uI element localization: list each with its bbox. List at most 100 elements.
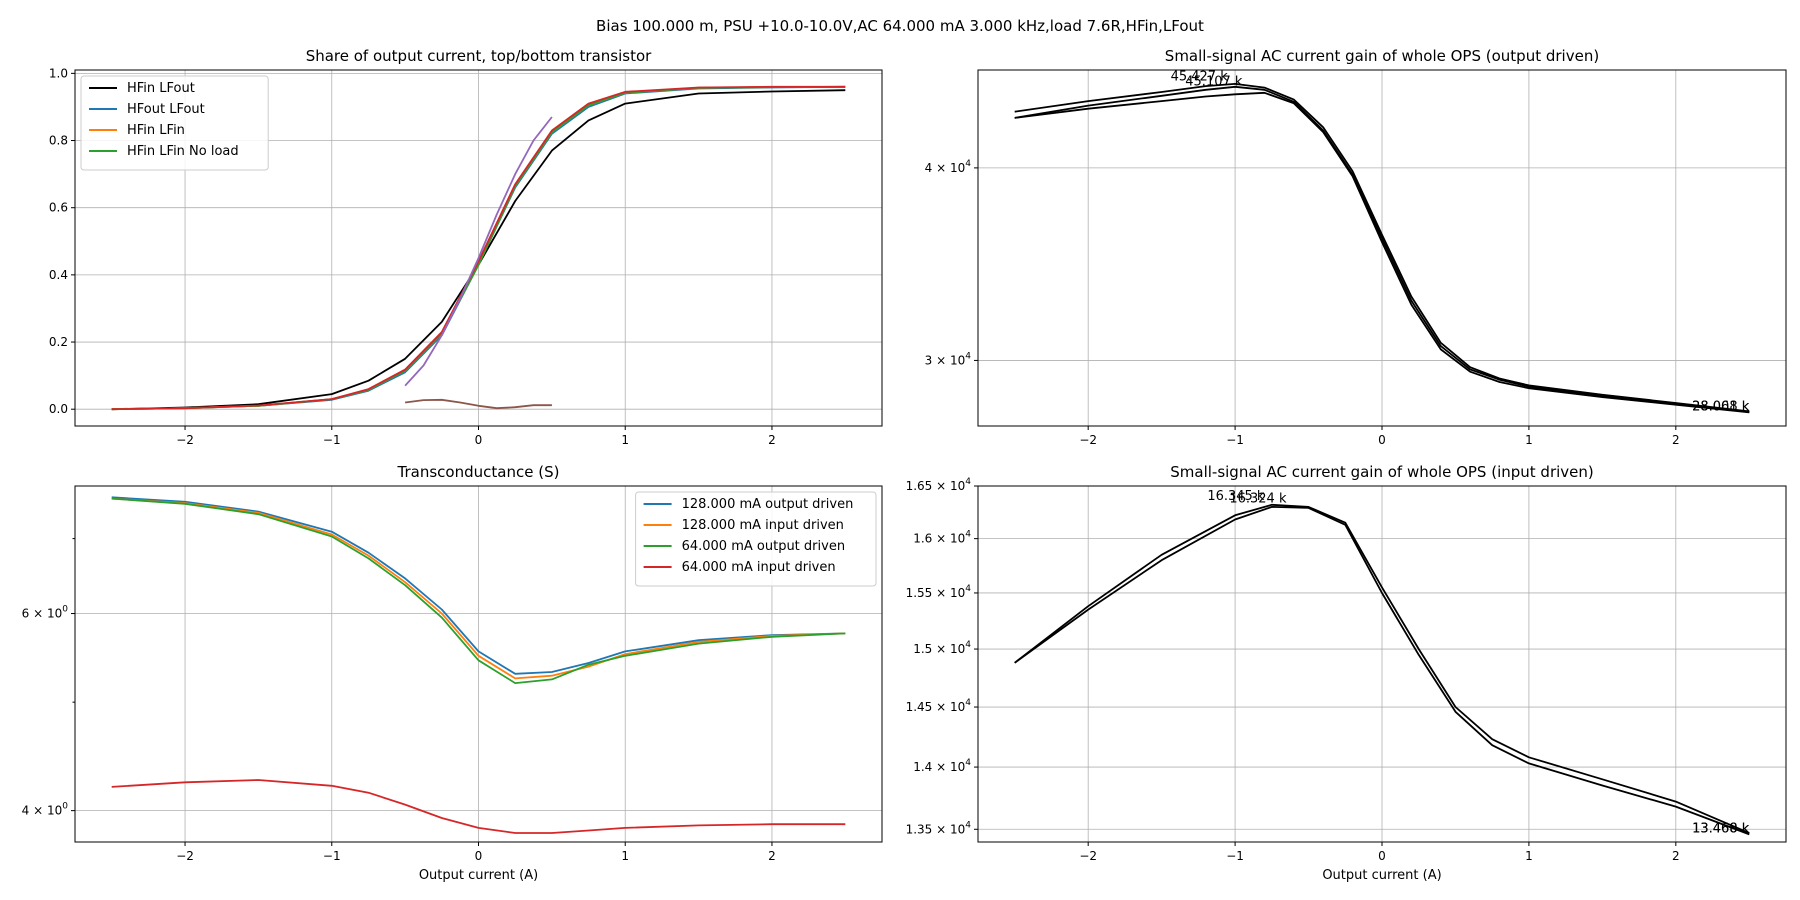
legend-label: 64.000 mA output driven <box>682 539 845 554</box>
y-tick-label: 6 × 100 <box>22 605 69 621</box>
legend-box <box>80 75 269 171</box>
data-annotation: 45.427 k <box>1171 70 1229 85</box>
y-tick-base: 1.6 × 10 <box>913 532 965 546</box>
data-annotation: 16.324 k <box>1229 491 1287 506</box>
x-tick-label: −1 <box>1226 433 1244 447</box>
y-tick-exponent: 4 <box>965 584 971 594</box>
y-tick-exponent: 4 <box>965 820 971 830</box>
x-tick-label: −1 <box>323 433 341 447</box>
y-tick-exponent: 4 <box>965 758 971 768</box>
y-tick-base: 6 × 10 <box>22 607 63 621</box>
y-tick-exponent: 0 <box>62 802 68 812</box>
y-tick-base: 1.65 × 10 <box>906 479 966 493</box>
y-tick-label: 1.45 × 104 <box>906 698 972 714</box>
x-tick-label: 1 <box>621 433 629 447</box>
legend: 128.000 mA output driven 128.000 mA input… <box>635 491 877 587</box>
x-tick-label: 0 <box>475 849 483 863</box>
y-tick-base: 1.5 × 10 <box>913 642 965 656</box>
y-tick-base: 3 × 10 <box>925 353 966 367</box>
x-tick-label: 2 <box>768 433 776 447</box>
legend-label: 128.000 mA input driven <box>682 518 844 533</box>
y-tick-label: 4 × 104 <box>925 159 972 175</box>
y-tick-label: 1.4 × 104 <box>913 758 971 774</box>
x-tick-label: −1 <box>323 849 341 863</box>
legend-label: 64.000 mA input driven <box>682 560 836 575</box>
y-tick-base: 1.4 × 10 <box>913 760 965 774</box>
series-line-0 <box>1014 503 1750 834</box>
y-tick-exponent: 4 <box>965 698 971 708</box>
data-annotation: 13.460 k <box>1692 821 1750 836</box>
series-line-1 <box>111 497 846 680</box>
x-tick-label: −2 <box>1079 849 1097 863</box>
series-group <box>111 496 846 834</box>
x-tick-label: 2 <box>768 849 776 863</box>
series-line-2 <box>1014 91 1750 414</box>
y-tick-exponent: 4 <box>965 159 971 169</box>
legend-label: HFin LFin No load <box>127 144 239 159</box>
y-tick-base: 4 × 10 <box>925 161 966 175</box>
legend-label: 128.000 mA output driven <box>682 497 854 512</box>
x-axis-label: Output current (A) <box>419 868 538 883</box>
x-tick-label: 2 <box>1672 433 1680 447</box>
series-line-5 <box>404 116 553 387</box>
x-tick-label: −2 <box>176 433 194 447</box>
y-tick-label: 0.8 <box>49 134 68 148</box>
x-tick-label: 0 <box>1378 433 1386 447</box>
data-annotation: 45.107 k <box>1185 74 1243 89</box>
legend: HFin LFout HFout LFout HFin LFin HFin LFin … <box>80 75 269 171</box>
y-tick-exponent: 4 <box>965 477 971 487</box>
figure-suptitle: Bias 100.000 m, PSU +10.0-10.0V,AC 64.00… <box>596 17 1204 35</box>
y-tick-exponent: 4 <box>965 640 971 650</box>
subplot-gain_in: Small-signal AC current gain of whole OP… <box>906 463 1787 883</box>
subplot-gain_out: Small-signal AC current gain of whole OP… <box>925 47 1787 447</box>
series-line-3 <box>111 779 846 834</box>
legend-label: HFin LFout <box>127 81 195 96</box>
y-tick-label: 1.0 <box>49 66 68 80</box>
x-axis-label: Output current (A) <box>1322 868 1441 883</box>
y-tick-label: 3 × 104 <box>925 351 972 367</box>
x-tick-label: 0 <box>475 433 483 447</box>
series-line-1 <box>1014 506 1750 836</box>
subplot-title: Small-signal AC current gain of whole OP… <box>1170 463 1594 481</box>
series-line-0 <box>111 496 846 675</box>
subplots: Share of output current, top/bottom tran… <box>22 47 1787 883</box>
data-annotation: 16.345 k <box>1207 489 1265 504</box>
y-tick-base: 1.55 × 10 <box>906 586 966 600</box>
subplot-title: Share of output current, top/bottom tran… <box>306 47 652 65</box>
subplot-title: Small-signal AC current gain of whole OP… <box>1165 47 1599 65</box>
legend-label: HFin LFin <box>127 123 185 138</box>
x-tick-label: 1 <box>1525 849 1533 863</box>
data-annotation: 28.061 k <box>1692 400 1750 415</box>
series-line-1 <box>1014 85 1750 413</box>
y-tick-label: 4 × 100 <box>22 802 69 818</box>
x-tick-label: −1 <box>1226 849 1244 863</box>
y-tick-exponent: 4 <box>965 530 971 540</box>
y-tick-base: 4 × 10 <box>22 804 63 818</box>
data-annotation: 13.468 k <box>1692 821 1750 836</box>
y-tick-label: 1.65 × 104 <box>906 477 972 493</box>
y-tick-base: 1.45 × 10 <box>906 700 966 714</box>
y-tick-label: 1.5 × 104 <box>913 640 971 656</box>
y-tick-label: 0.0 <box>49 402 68 416</box>
x-tick-label: 0 <box>1378 849 1386 863</box>
y-tick-exponent: 4 <box>965 351 971 361</box>
y-tick-label: 1.6 × 104 <box>913 530 971 546</box>
series-group <box>1014 83 1750 414</box>
series-group <box>1014 503 1750 836</box>
series-group <box>111 85 846 411</box>
data-annotation: 28.008 k <box>1692 400 1750 415</box>
series-line-4 <box>111 85 846 411</box>
series-line-6 <box>404 398 552 410</box>
x-tick-label: −2 <box>176 849 194 863</box>
y-tick-label: 0.2 <box>49 335 68 349</box>
y-tick-exponent: 0 <box>62 605 68 615</box>
subplot-title: Transconductance (S) <box>397 463 560 481</box>
series-line-0 <box>1014 83 1750 413</box>
y-tick-label: 0.4 <box>49 268 68 282</box>
y-tick-label: 0.6 <box>49 201 68 215</box>
y-tick-base: 1.35 × 10 <box>906 822 966 836</box>
x-tick-label: −2 <box>1079 433 1097 447</box>
legend-label: HFout LFout <box>127 102 205 117</box>
